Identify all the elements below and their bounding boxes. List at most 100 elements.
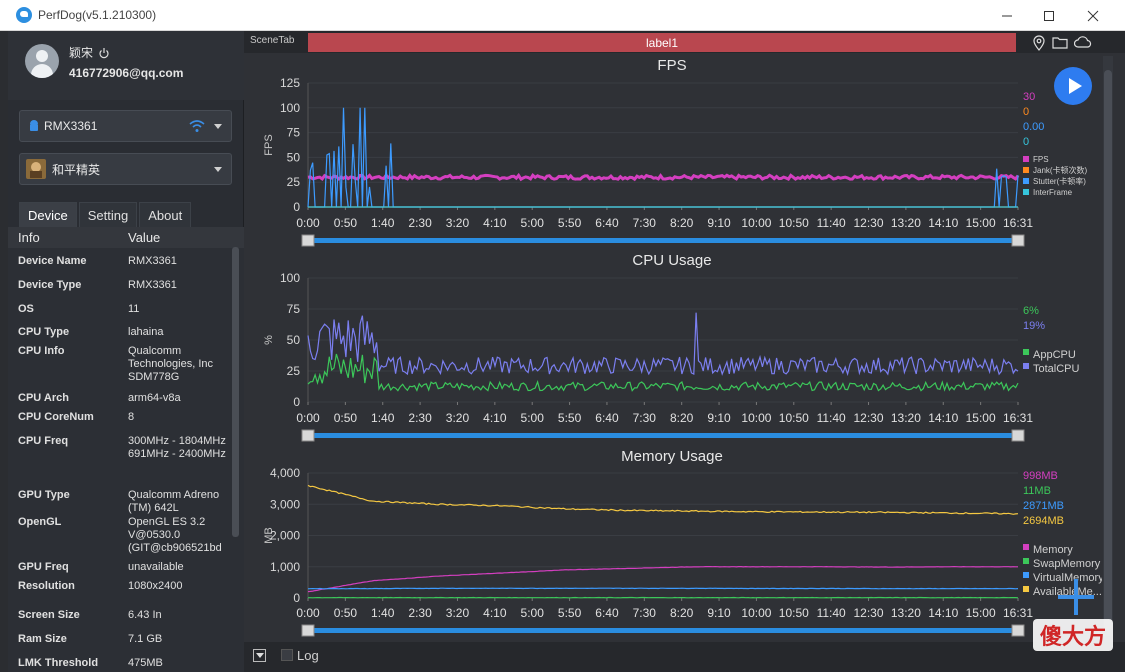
device-select-value: RMX3361	[44, 119, 98, 133]
legend-entry: Jank(卡顿次数)	[1033, 165, 1088, 175]
tab-setting[interactable]: Setting	[78, 202, 138, 227]
close-icon	[1087, 10, 1099, 21]
cloud-icon[interactable]	[1074, 35, 1092, 49]
y-tick-label: 100	[280, 271, 300, 285]
y-tick-label: 0	[293, 591, 300, 605]
series-line-availableme	[307, 484, 1019, 515]
x-tick-label: 5:50	[558, 216, 582, 230]
slider-handle-start	[301, 429, 315, 442]
column-header-info: Info	[18, 230, 40, 245]
info-value: 7.1 GB	[128, 633, 163, 645]
legend-entry: TotalCPU	[1033, 363, 1080, 375]
legend-value: 0	[1023, 136, 1029, 148]
info-key: OS	[18, 303, 34, 315]
x-tick-label: 0:00	[296, 606, 320, 620]
slider-handle-end	[1011, 234, 1025, 247]
legend-swatch	[1023, 363, 1029, 369]
x-tick-label: 3:20	[446, 411, 470, 425]
slider-handle-end	[1011, 429, 1025, 442]
location-icon[interactable]	[1032, 35, 1046, 51]
tab-about[interactable]: About	[139, 202, 192, 227]
log-checkbox[interactable]	[281, 649, 293, 661]
tab-device[interactable]: Device	[19, 202, 77, 227]
timeline-slider	[304, 238, 1022, 243]
y-tick-label: 1,000	[270, 560, 300, 574]
info-value: unavailable	[128, 561, 184, 573]
info-value: 1080x2400	[128, 580, 183, 592]
info-value: 300MHz - 1804MHz 691MHz - 2400MHz	[128, 435, 226, 460]
title-bar: PerfDog(v5.1.210300)	[0, 0, 1125, 31]
x-tick-label: 13:20	[891, 411, 921, 425]
y-tick-label: 75	[287, 302, 301, 316]
y-tick-label: 75	[287, 126, 301, 140]
x-tick-label: 11:40	[817, 216, 846, 230]
column-header-value: Value	[128, 230, 161, 245]
watermark-logo: 傻大方	[1033, 619, 1113, 651]
series-line-memory	[307, 565, 1018, 593]
x-tick-label: 12:30	[854, 411, 884, 425]
avatar[interactable]	[25, 44, 59, 78]
y-axis-label: FPS	[263, 134, 275, 155]
legend-value: 6%	[1023, 305, 1039, 317]
x-tick-label: 9:10	[707, 216, 731, 230]
android-icon	[30, 120, 38, 131]
x-tick-label: 10:50	[779, 411, 809, 425]
chevron-down-icon	[214, 124, 222, 129]
y-tick-label: 0	[293, 200, 300, 214]
scene-bar: SceneTab label1	[244, 31, 1125, 53]
x-tick-label: 5:50	[558, 411, 582, 425]
series-line-virtualmemory	[307, 587, 1019, 590]
x-tick-label: 10:00	[741, 606, 771, 620]
y-axis-label: %	[263, 335, 275, 345]
y-tick-label: 25	[287, 364, 301, 378]
log-label: Log	[297, 648, 319, 663]
x-tick-label: 15:00	[966, 216, 996, 230]
timeline-slider	[304, 628, 1022, 633]
info-key: Device Name	[18, 255, 87, 267]
x-tick-label: 0:00	[296, 411, 320, 425]
add-chart-button[interactable]	[1058, 579, 1094, 615]
chart-title: Memory Usage	[621, 448, 723, 465]
scene-label[interactable]: label1	[308, 33, 1016, 52]
x-tick-label: 11:40	[817, 411, 846, 425]
x-tick-label: 5:00	[521, 606, 545, 620]
legend-swatch	[1023, 167, 1029, 173]
top-toolbar	[1032, 35, 1092, 51]
chart-scrollbar[interactable]	[1103, 56, 1113, 636]
close-button[interactable]	[1072, 0, 1114, 31]
app-select-value: 和平精英	[52, 162, 101, 177]
info-value: 6.43 In	[128, 609, 162, 621]
x-tick-label: 12:30	[854, 216, 884, 230]
folder-icon[interactable]	[1052, 35, 1068, 49]
y-tick-label: 0	[293, 395, 300, 409]
table-scrollbar[interactable]	[232, 247, 239, 537]
info-key: CPU CoreNum	[18, 411, 94, 423]
info-value: 8	[128, 411, 135, 423]
legend-entry: Memory	[1033, 544, 1073, 556]
slider-handle-start	[301, 624, 315, 637]
info-key: Ram Size	[18, 633, 67, 645]
x-tick-label: 7:30	[633, 411, 657, 425]
watermark-text: 傻大方	[1039, 624, 1106, 649]
legend-value: 2871MB	[1023, 500, 1064, 512]
info-value: OpenGL ES 3.2 V@0530.0 (GIT@cb906521bd	[128, 516, 222, 554]
log-toggle-button[interactable]	[253, 649, 266, 662]
x-tick-label: 6:40	[595, 216, 619, 230]
x-tick-label: 7:30	[633, 606, 657, 620]
app-select[interactable]: 和平精英	[19, 153, 232, 185]
minimize-button[interactable]	[986, 0, 1028, 31]
perfdog-logo-icon	[16, 7, 32, 23]
power-icon[interactable]	[98, 47, 110, 59]
info-value: Qualcomm Adreno (TM) 642L	[128, 489, 220, 514]
chart-scrollbar-thumb[interactable]	[1104, 70, 1112, 630]
x-tick-label: 1:40	[371, 216, 395, 230]
scene-tab[interactable]: SceneTab	[250, 35, 295, 46]
play-button[interactable]	[1054, 67, 1092, 105]
info-key: Device Type	[18, 279, 82, 291]
x-tick-label: 14:10	[928, 606, 958, 620]
legend-swatch	[1023, 544, 1029, 550]
legend-entry: InterFrame	[1033, 188, 1073, 197]
maximize-button[interactable]	[1028, 0, 1070, 31]
device-select[interactable]: RMX3361	[19, 110, 232, 142]
user-email: 416772906@qq.com	[69, 66, 184, 80]
